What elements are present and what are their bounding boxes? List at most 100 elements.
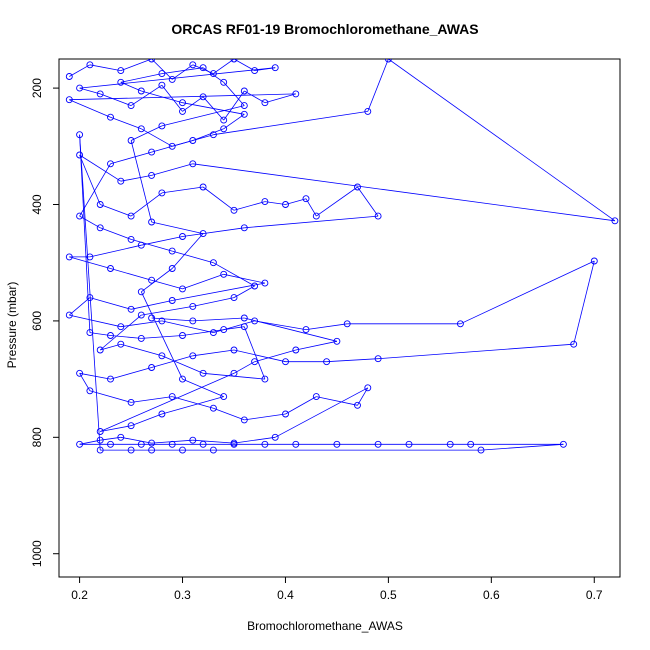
data-point: [148, 171, 156, 179]
data-point: [220, 326, 228, 334]
data-point: [127, 102, 135, 110]
data-point: [179, 233, 186, 240]
series-line-segment: [182, 378, 224, 397]
data-point: [117, 78, 125, 86]
series-line-segment: [161, 320, 214, 333]
data-point: [251, 67, 259, 75]
data-point: [137, 125, 145, 133]
y-axis: 200 400 600 800 1000: [30, 78, 59, 567]
series-line-segment: [316, 396, 358, 406]
series-line-segment: [69, 99, 111, 118]
data-point: [179, 107, 186, 115]
data-point: [354, 401, 361, 409]
data-point: [611, 217, 619, 225]
data-point: [168, 265, 176, 272]
series-line-segment: [120, 175, 152, 182]
series-line-segment: [110, 268, 152, 281]
data-point: [96, 346, 104, 354]
series-line-segment: [151, 163, 193, 176]
data-point: [209, 446, 217, 454]
data-point: [199, 440, 207, 448]
series-line-segment: [244, 317, 337, 342]
data-point: [137, 440, 145, 448]
data-point: [209, 404, 217, 412]
series-line-segment: [100, 93, 132, 106]
data-point: [189, 352, 197, 360]
data-point: [312, 393, 320, 401]
data-point: [312, 212, 320, 220]
data-point: [199, 93, 207, 101]
series-points: [65, 59, 619, 454]
data-point: [168, 393, 176, 401]
data-point: [127, 446, 135, 454]
data-point: [220, 116, 228, 124]
series-line-segment: [172, 396, 214, 409]
series-line-segment: [275, 387, 368, 438]
series-line-segment: [254, 349, 296, 363]
series-line-segment: [69, 314, 121, 328]
series-line-segment: [100, 227, 132, 240]
data-point: [107, 440, 114, 448]
series-line-segment: [202, 186, 235, 211]
series-line-segment: [151, 140, 193, 153]
series-line-segment: [233, 349, 286, 363]
data-point: [199, 183, 207, 191]
y-tick-label: 600: [30, 311, 44, 331]
series-line-segment: [110, 116, 142, 130]
data-point: [240, 224, 248, 232]
data-point: [189, 436, 197, 444]
data-point: [302, 326, 310, 334]
series-line-segment: [151, 221, 204, 234]
series-line-segment: [367, 59, 389, 112]
series-line-segment: [233, 285, 255, 298]
data-point: [96, 224, 104, 232]
data-point: [96, 436, 104, 444]
data-point: [220, 270, 228, 278]
data-point: [189, 137, 197, 144]
data-point: [189, 160, 197, 168]
data-point: [220, 78, 228, 86]
series-line-segment: [213, 262, 255, 287]
data-point: [168, 75, 176, 83]
series-line-segment: [223, 82, 245, 106]
series-line-segment: [151, 355, 193, 368]
series-line-segment: [161, 67, 204, 74]
data-point: [271, 64, 279, 72]
data-point: [446, 440, 454, 448]
data-point: [117, 177, 125, 185]
series-line-segment: [182, 329, 224, 336]
y-tick-label: 800: [30, 427, 44, 447]
x-tick-label: 0.5: [380, 588, 397, 602]
data-point: [199, 230, 207, 238]
data-point: [364, 384, 372, 392]
series-line-segment: [285, 396, 317, 415]
data-point: [456, 320, 464, 328]
data-point: [467, 440, 475, 448]
data-point: [570, 340, 578, 348]
data-point: [96, 90, 104, 98]
series-line-segment: [192, 163, 615, 222]
series-line-segment: [388, 59, 616, 222]
series-line-segment: [285, 198, 307, 205]
data-point: [158, 317, 166, 325]
series-line-segment: [161, 186, 204, 194]
series-line-segment: [233, 436, 276, 444]
series-line-segment: [69, 256, 111, 269]
data-point: [220, 125, 228, 133]
x-axis-label: Bromochloromethane_AWAS: [247, 619, 403, 633]
series-line-segment: [69, 297, 91, 316]
series-line-segment: [480, 443, 564, 451]
series-line-segment: [130, 192, 163, 217]
data-point: [179, 285, 186, 293]
data-point: [86, 387, 94, 395]
data-point: [261, 198, 269, 206]
series-line-segment: [130, 140, 152, 223]
data-point: [148, 364, 156, 371]
series-line-segment: [130, 125, 163, 141]
series-line-segment: [141, 236, 183, 246]
data-point: [292, 346, 300, 354]
data-point: [76, 440, 84, 448]
series-line-segment: [192, 297, 235, 307]
series-line-segment: [141, 90, 183, 104]
data-point: [117, 323, 125, 331]
